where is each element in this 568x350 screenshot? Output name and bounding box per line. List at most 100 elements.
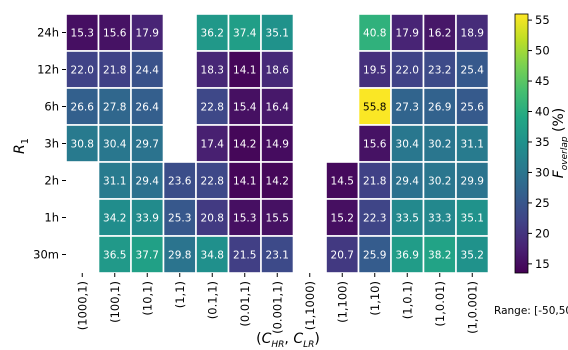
heatmap-cells: 15.3 15.6 17.9 36.2 37.4 35.1 40.8 17.9 16.2 18.9… bbox=[65, 13, 490, 274]
cell-value-label: 35.1 bbox=[266, 28, 289, 40]
cell-value-label: 22.3 bbox=[363, 213, 386, 225]
cell-value-label: 15.6 bbox=[363, 139, 387, 151]
x-tick-label: (0.01,1) bbox=[238, 281, 252, 327]
heatmap-cell bbox=[195, 198, 230, 237]
heatmap-cell bbox=[357, 50, 392, 89]
cell-value-label: 26.4 bbox=[136, 102, 160, 114]
cell-value-label: 17.9 bbox=[136, 28, 159, 40]
cell-value-label: 33.5 bbox=[396, 213, 419, 225]
cell-value-label: 36.9 bbox=[396, 250, 419, 262]
cell-value-label: 29.4 bbox=[396, 176, 420, 188]
cell-value-label: 19.5 bbox=[363, 65, 386, 77]
heatmap-cell bbox=[195, 235, 230, 274]
heatmap-cell bbox=[260, 50, 295, 89]
cell-value-label: 23.1 bbox=[266, 250, 289, 262]
cell-value-label: 18.9 bbox=[461, 28, 484, 40]
cell-value-label: 26.6 bbox=[71, 102, 95, 114]
cell-value-label: 17.9 bbox=[396, 28, 419, 40]
colorbar bbox=[514, 13, 529, 274]
x-tick-label: (1000,1) bbox=[75, 281, 89, 330]
cell-value-label: 30.4 bbox=[103, 139, 127, 151]
cell-value-label: 22.0 bbox=[396, 65, 419, 77]
y-tick-label: 24h bbox=[37, 26, 59, 40]
heatmap-cell bbox=[260, 235, 295, 274]
heatmap-cell bbox=[130, 124, 165, 163]
y-tick-label: 1h bbox=[44, 211, 59, 225]
heatmap-cell bbox=[455, 50, 490, 89]
cell-value-label: 55.8 bbox=[363, 102, 386, 114]
heatmap-cell bbox=[422, 87, 457, 126]
heatmap-cell bbox=[130, 235, 165, 274]
cell-value-label: 14.1 bbox=[233, 176, 256, 188]
cell-value-label: 37.7 bbox=[136, 250, 159, 262]
cell-value-label: 22.8 bbox=[201, 176, 224, 188]
cell-value-label: 35.2 bbox=[461, 250, 484, 262]
cell-value-label: 16.2 bbox=[428, 28, 451, 40]
cell-value-label: 16.4 bbox=[266, 102, 290, 114]
x-tick-label: (1,0.1) bbox=[400, 281, 414, 319]
cell-value-label: 40.8 bbox=[363, 28, 386, 40]
heatmap-cell bbox=[162, 198, 197, 237]
heatmap-cell bbox=[130, 87, 165, 126]
heatmap-cell bbox=[455, 87, 490, 126]
heatmap-cell bbox=[65, 124, 100, 163]
cell-value-label: 33.3 bbox=[428, 213, 451, 225]
cell-value-label: 23.2 bbox=[428, 65, 451, 77]
colorbar-ticks: 15 20 25 30 35 40 45 50 55 bbox=[528, 13, 550, 271]
cell-value-label: 29.8 bbox=[168, 250, 191, 262]
heatmap-cell bbox=[260, 13, 295, 52]
heatmap-cell bbox=[357, 87, 392, 126]
y-tick-label: 12h bbox=[37, 63, 59, 77]
cell-value-label: 22.0 bbox=[71, 65, 94, 77]
cell-value-label: 27.8 bbox=[103, 102, 126, 114]
cell-value-label: 23.6 bbox=[168, 176, 192, 188]
colorbar-label: Foverlap (%) bbox=[551, 108, 568, 179]
heatmap-cell bbox=[260, 124, 295, 163]
range-note: Range: [-50,50] bbox=[494, 305, 568, 317]
cell-value-label: 14.2 bbox=[233, 139, 256, 151]
x-tick-label: (1,10) bbox=[368, 281, 382, 316]
x-tick-labels: (1000,1) (100,1) (10,1) (1,1) (0.1,1) (0.01,1… bbox=[75, 273, 479, 334]
colorbar-tick-label: 45 bbox=[535, 74, 550, 88]
y-axis-label: R1 bbox=[12, 138, 31, 154]
cell-value-label: 15.2 bbox=[331, 213, 354, 225]
x-tick-label: (100,1) bbox=[108, 281, 122, 323]
colorbar-tick-label: 35 bbox=[535, 135, 550, 149]
y-tick-label: 6h bbox=[44, 100, 59, 114]
x-axis-label: (CHR, CLR) bbox=[256, 331, 320, 350]
cell-value-label: 21.8 bbox=[363, 176, 386, 188]
cell-value-label: 15.3 bbox=[71, 28, 94, 40]
heatmap-cell bbox=[390, 13, 425, 52]
x-tick-label: (0.1,1) bbox=[205, 281, 219, 319]
heatmap-cell bbox=[357, 198, 392, 237]
cell-value-label: 14.1 bbox=[233, 65, 256, 77]
cell-value-label: 24.4 bbox=[136, 65, 160, 77]
y-tick-label: 3h bbox=[44, 137, 59, 151]
cell-value-label: 29.9 bbox=[461, 176, 484, 188]
x-tick-label: (1,1) bbox=[173, 281, 187, 308]
colorbar-tick-label: 20 bbox=[535, 226, 550, 240]
cell-value-label: 36.2 bbox=[201, 28, 224, 40]
cell-value-label: 30.8 bbox=[71, 139, 94, 151]
heatmap-cell bbox=[422, 198, 457, 237]
cell-value-label: 38.2 bbox=[428, 250, 451, 262]
heatmap-cell bbox=[422, 50, 457, 89]
cell-value-label: 36.5 bbox=[103, 250, 126, 262]
x-tick-label: (1,100) bbox=[335, 281, 349, 323]
cell-value-label: 34.2 bbox=[103, 213, 126, 225]
cell-value-label: 18.6 bbox=[266, 65, 290, 77]
x-tick-label: (0.001,1) bbox=[270, 281, 284, 334]
heatmap-cell bbox=[227, 161, 262, 200]
cell-value-label: 25.9 bbox=[363, 250, 386, 262]
cell-value-label: 33.9 bbox=[136, 213, 159, 225]
cell-value-label: 30.4 bbox=[396, 139, 420, 151]
colorbar-tick-label: 15 bbox=[535, 257, 550, 271]
heatmap-cell bbox=[455, 13, 490, 52]
cell-value-label: 20.8 bbox=[201, 213, 224, 225]
cell-value-label: 17.4 bbox=[201, 139, 225, 151]
colorbar-tick-label: 30 bbox=[535, 165, 550, 179]
colorbar-tick-label: 25 bbox=[535, 196, 550, 210]
cell-value-label: 37.4 bbox=[233, 28, 257, 40]
cell-value-label: 27.3 bbox=[396, 102, 419, 114]
x-tick-label: (1,1000) bbox=[303, 281, 317, 330]
